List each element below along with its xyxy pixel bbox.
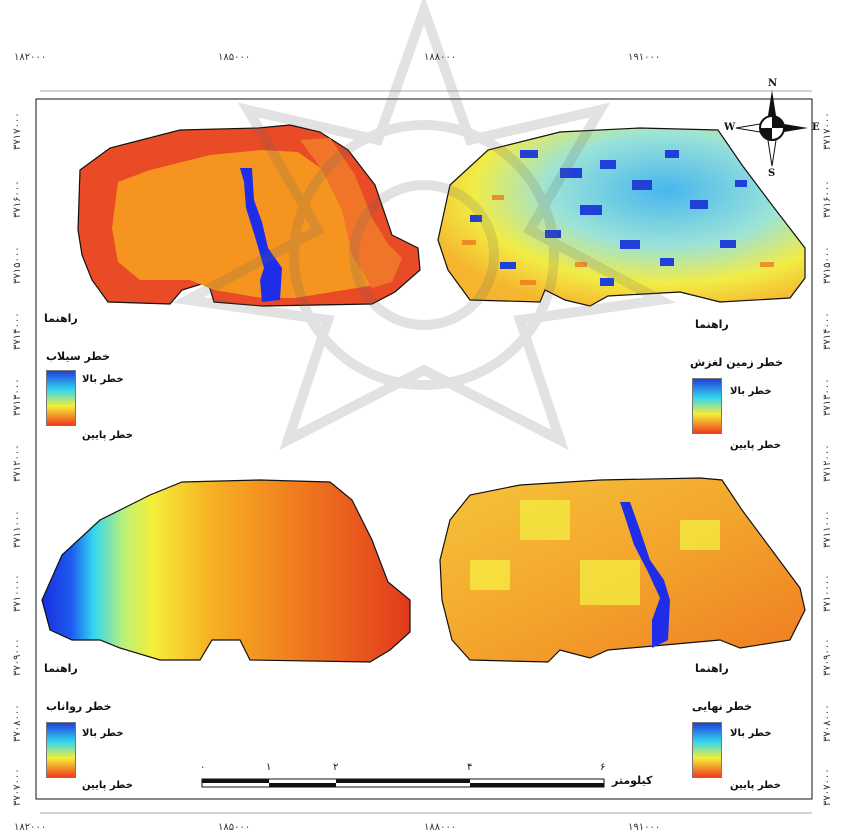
final-legend-title: خطر نهایی (692, 700, 753, 713)
right-axis-tick: ۳۷۰۸۰۰۰ (822, 704, 833, 742)
right-axis-tick: ۳۷۱۱۰۰۰ (822, 510, 833, 548)
landslide-region (437, 127, 806, 307)
flood-low-label: خطر پایین (82, 430, 133, 441)
right-axis-tick: ۳۷۱۳۰۰۰ (822, 378, 833, 416)
flood-hazard-map (77, 124, 421, 307)
final-low-label: خطر پایین (730, 780, 781, 791)
runoff-low-label: خطر پایین (82, 780, 133, 791)
scale-bar-unit: کیلومتر (612, 774, 653, 787)
landslide-legend-heading: راهنما (695, 318, 729, 331)
right-axis-tick: ۳۷۰۹۰۰۰ (822, 638, 833, 676)
right-axis-tick: ۳۷۱۰۰۰۰ (822, 574, 833, 612)
right-axis-tick: ۳۷۱۵۰۰۰ (822, 246, 833, 284)
bottom-axis-tick: ۱۸۸۰۰۰ (424, 822, 457, 833)
final-yellow-zone (580, 560, 640, 605)
left-axis-tick: ۳۷۱۰۰۰۰ (12, 574, 23, 612)
runoff-high-label: خطر بالا (82, 728, 124, 739)
final-yellow-zone (520, 500, 570, 540)
bottom-axis-tick: ۱۸۲۰۰۰ (14, 822, 47, 833)
landslide-orange-patch (462, 240, 476, 245)
right-axis-tick: ۳۷۰۷۰۰۰ (822, 768, 833, 806)
scale-bar-tick: ۰ (200, 762, 206, 773)
flood-stream (240, 168, 282, 302)
scale-bar-tick: ۶ (600, 762, 606, 773)
west-label: W (724, 122, 736, 133)
flood-legend-heading: راهنما (44, 312, 78, 325)
landslide-blob (580, 205, 602, 215)
top-axis-tick: ۱۹۱۰۰۰ (628, 52, 661, 63)
landslide-orange-patch (492, 195, 504, 200)
landslide-blob (600, 160, 616, 169)
north-label: N (768, 78, 778, 89)
left-axis-tick: ۳۷۱۳۰۰۰ (12, 378, 23, 416)
landslide-blob (660, 258, 674, 266)
landslide-orange-patch (520, 280, 536, 285)
landslide-orange-patch (575, 262, 587, 267)
right-axis-tick: ۳۷۱۴۰۰۰ (822, 312, 833, 350)
runoff-color-ramp (46, 722, 76, 778)
landslide-blob (520, 150, 538, 158)
left-axis-tick: ۳۷۱۴۰۰۰ (12, 312, 23, 350)
right-axis-tick: ۳۷۱۲۰۰۰ (822, 444, 833, 482)
left-axis-tick: ۳۷۰۹۰۰۰ (12, 638, 23, 676)
final-hazard-map (439, 477, 806, 663)
left-axis-tick: ۳۷۱۲۰۰۰ (12, 444, 23, 482)
landslide-high-label: خطر بالا (730, 386, 772, 397)
landslide-blob (470, 215, 482, 222)
flood-high-label: خطر بالا (82, 374, 124, 385)
flood-inner-zone (112, 150, 380, 298)
landslide-color-ramp (692, 378, 722, 434)
left-axis-tick: ۳۷۱۵۰۰۰ (12, 246, 23, 284)
scale-bar-tick: ۲ (333, 762, 339, 773)
south-label: S (768, 168, 776, 179)
landslide-blob (720, 240, 736, 248)
landslide-hazard-map (437, 127, 806, 307)
bottom-axis-tick: ۱۹۱۰۰۰ (628, 822, 661, 833)
left-axis-tick: ۳۷۱۷۰۰۰ (12, 112, 23, 150)
left-axis-tick: ۳۷۰۷۰۰۰ (12, 768, 23, 806)
watermark-emblem (172, 0, 676, 451)
final-high-label: خطر بالا (730, 728, 772, 739)
runoff-legend-heading: راهنما (44, 662, 78, 675)
landslide-blob (600, 278, 614, 286)
final-yellow-zone (470, 560, 510, 590)
landslide-blob (665, 150, 679, 158)
landslide-orange-patch (760, 262, 774, 267)
east-label: E (812, 122, 820, 133)
final-stream (620, 502, 670, 648)
left-axis-tick: ۳۷۱۱۰۰۰ (12, 510, 23, 548)
landslide-blob (620, 240, 640, 249)
top-axis-tick: ۱۸۵۰۰۰ (218, 52, 251, 63)
landslide-blob (500, 262, 516, 269)
landslide-blob (560, 168, 582, 178)
scale-bar-tick: ۴ (467, 762, 473, 773)
right-axis-tick: ۳۷۱۷۰۰۰ (822, 112, 833, 150)
runoff-legend-title: خطر رواناب (46, 700, 112, 713)
flood-legend-title: خطر سیلاب (46, 350, 111, 363)
final-legend-heading: راهنما (695, 662, 729, 675)
left-axis-tick: ۳۷۱۶۰۰۰ (12, 180, 23, 218)
landslide-blob (735, 180, 747, 187)
top-axis-tick: ۱۸۸۰۰۰ (424, 52, 457, 63)
landslide-legend-title: خطر زمین لغزش (690, 356, 784, 369)
landslide-low-label: خطر پایین (730, 440, 781, 451)
scale-bar (201, 778, 605, 788)
landslide-blob (690, 200, 708, 209)
flood-color-ramp (46, 370, 76, 426)
final-color-ramp (692, 722, 722, 778)
bottom-axis-tick: ۱۸۵۰۰۰ (218, 822, 251, 833)
flood-right-band (300, 138, 402, 288)
final-yellow-zone (680, 520, 720, 550)
runoff-region (41, 479, 411, 663)
scale-bar-tick: ۱ (266, 762, 272, 773)
left-axis-tick: ۳۷۰۸۰۰۰ (12, 704, 23, 742)
right-axis-tick: ۳۷۱۶۰۰۰ (822, 180, 833, 218)
runoff-hazard-map (41, 479, 411, 663)
landslide-blob (632, 180, 652, 190)
landslide-blob (545, 230, 561, 238)
north-arrow (735, 90, 808, 167)
top-axis-tick: ۱۸۲۰۰۰ (14, 52, 47, 63)
